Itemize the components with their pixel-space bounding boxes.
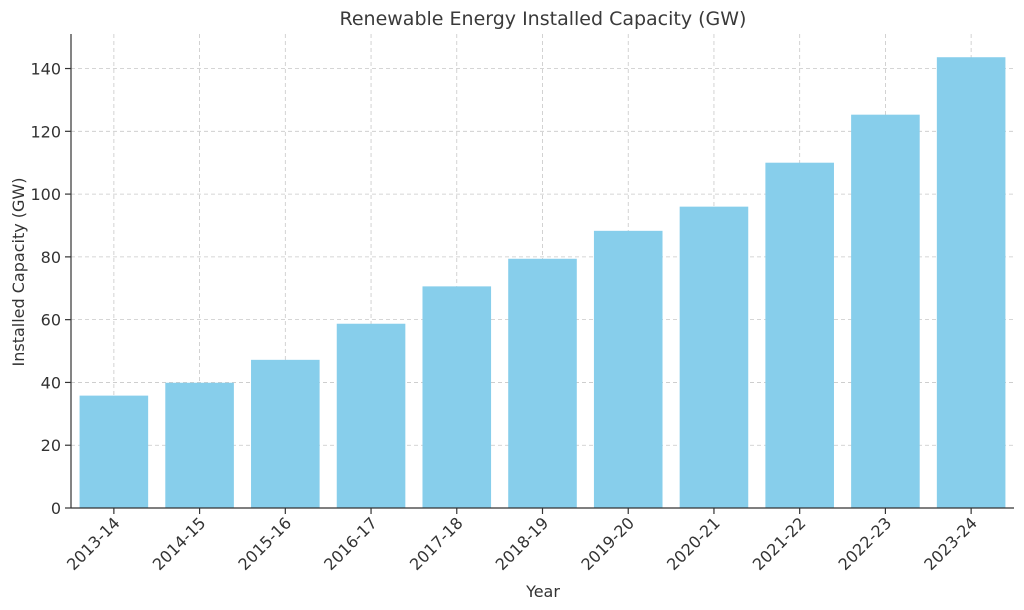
y-tick-label: 0 [51,499,61,518]
bar [679,206,749,509]
x-tick-label: 2014-15 [149,513,210,574]
bar [336,323,406,508]
bar [765,162,834,509]
x-tick-label: 2022-23 [835,513,896,574]
x-tick-label: 2015-16 [234,513,295,574]
x-tick-label: 2016-17 [320,513,381,574]
x-tick-label: 2023-24 [920,513,981,574]
x-tick-label: 2018-19 [492,513,553,574]
y-tick-label: 40 [41,373,61,392]
bar [165,382,234,508]
y-tick-label: 80 [41,248,61,267]
bar [593,230,663,508]
x-tick-label: 2013-14 [63,513,124,574]
y-tick-label: 140 [30,60,61,79]
x-tick-label: 2020-21 [663,513,724,574]
x-tick-label: 2021-22 [749,513,810,574]
y-axis-label: Installed Capacity (GW) [9,178,28,367]
y-tick-label: 100 [30,185,61,204]
x-tick-label: 2019-20 [577,513,638,574]
y-tick-label: 120 [30,122,61,141]
x-axis-label: Year [525,582,560,601]
y-tick-label: 60 [41,311,61,330]
y-tick-label: 20 [41,436,61,455]
bar [851,114,920,509]
bar [508,258,577,508]
x-ticks: 2013-14 2014-15 2015-16 2016-17 2017-18 2018-… [63,508,981,574]
bar [251,359,320,508]
bar [79,395,149,508]
chart-title: Renewable Energy Installed Capacity (GW) [340,8,747,30]
bar [936,57,1006,509]
bar [422,286,492,508]
x-tick-label: 2017-18 [406,513,467,574]
y-ticks: 0 20 40 60 80 100 120 140 [30,60,71,518]
bars [79,57,1006,509]
